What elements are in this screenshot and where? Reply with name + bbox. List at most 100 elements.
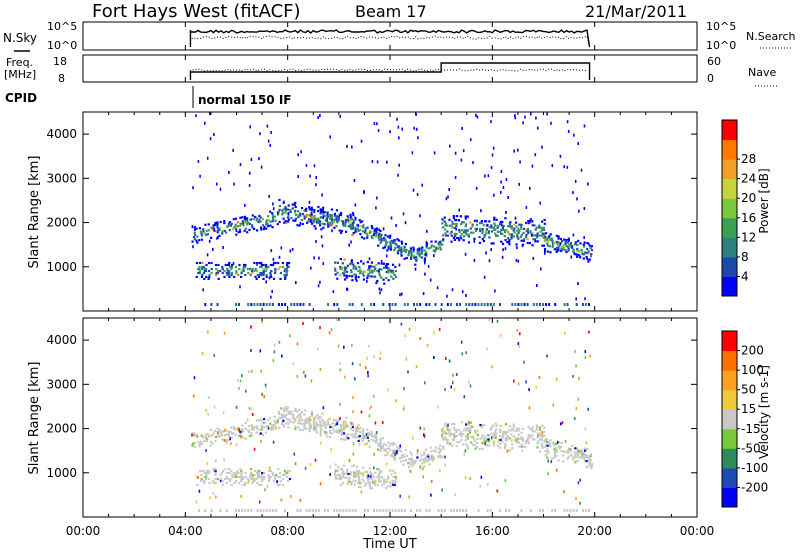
scatter-cell [329, 221, 332, 225]
scatter-cell [306, 419, 309, 422]
scatter-cell [388, 448, 392, 451]
noise-cell [570, 255, 573, 259]
scatter-cell [376, 279, 379, 283]
scatter-cell [580, 448, 583, 452]
near-range-cell [247, 303, 250, 306]
scatter-cell [533, 430, 536, 433]
noise-cell [375, 206, 377, 210]
scatter-cell [479, 437, 482, 441]
noise-cell [515, 438, 518, 442]
scatter-cell [340, 428, 343, 431]
noise-cell [475, 113, 477, 117]
scatter-cell [201, 273, 204, 277]
scatter-cell [380, 239, 383, 242]
scatter-cell [420, 454, 423, 457]
scatter-cell [473, 219, 476, 222]
scatter-cell [198, 445, 201, 448]
scatter-cell [391, 269, 394, 272]
noise-cell [380, 288, 383, 292]
scatter-cell [203, 440, 206, 443]
scatter-cell [430, 246, 433, 249]
scatter-cell [251, 475, 254, 479]
scatter-cell [581, 450, 584, 454]
scatter-cell [441, 438, 444, 441]
scatter-cell [493, 444, 496, 447]
scatter-cell [367, 268, 370, 272]
scatter-cell [346, 468, 349, 471]
noise-cell [204, 121, 206, 125]
noise-cell [462, 149, 465, 153]
noise-cell [539, 201, 541, 205]
noise-cell [295, 281, 297, 285]
scatter-cell [270, 269, 273, 273]
noise-cell [433, 331, 435, 335]
scatter-cell [299, 416, 302, 419]
noise-cell [513, 379, 515, 383]
scatter-cell [377, 262, 380, 265]
scatter-cell [248, 228, 251, 231]
scatter-cell [343, 272, 346, 275]
scatter-cell [400, 450, 403, 453]
scatter-cell [281, 209, 284, 212]
scatter-cell [576, 253, 579, 256]
near-range-cell [449, 303, 452, 306]
near-range-cell [394, 509, 397, 512]
scatter-cell [590, 253, 593, 256]
scatter-cell [392, 241, 395, 244]
scatter-cell [256, 469, 259, 473]
scatter-cell [349, 223, 352, 226]
scatter-cell [473, 443, 476, 446]
scatter-cell [251, 214, 254, 217]
scatter-cell [352, 219, 355, 222]
noise-cell [272, 207, 275, 211]
scatter-cell [284, 416, 287, 419]
scatter-cell [254, 469, 257, 473]
scatter-cell [435, 246, 438, 249]
scatter-cell [424, 456, 428, 459]
scatter-cell [387, 451, 390, 454]
scatter-cell [223, 229, 226, 233]
scatter-cell [504, 445, 507, 448]
scatter-cell [343, 472, 346, 475]
scatter-cell [404, 448, 407, 452]
noise-cell [433, 254, 435, 257]
scatter-cell [494, 224, 497, 227]
scatter-cell [394, 471, 397, 475]
scatter-cell [441, 218, 444, 221]
scatter-cell [581, 452, 584, 456]
near-range-cell [360, 303, 363, 306]
noise-cell [205, 408, 207, 412]
noise-cell [325, 423, 327, 427]
near-range-cell [459, 509, 462, 512]
scatter-cell [539, 432, 542, 435]
scatter-cell [341, 472, 344, 475]
noise-cell [541, 431, 544, 435]
scatter-cell [393, 239, 396, 242]
scatter-cell [451, 444, 454, 447]
noise-cell [348, 243, 350, 247]
noise-cell [488, 259, 491, 263]
scatter-cell [364, 470, 367, 473]
scatter-cell [469, 221, 472, 224]
scatter-cell [350, 269, 353, 272]
scatter-cell [562, 246, 565, 249]
near-range-cell [403, 509, 406, 512]
scatter-cell [306, 421, 309, 424]
scatter-cell [551, 457, 554, 460]
noise-cell [191, 433, 193, 437]
noise-cell [574, 349, 577, 353]
scatter-cell [371, 265, 374, 268]
scatter-cell [437, 447, 440, 450]
scatter-cell [354, 471, 358, 474]
scatter-cell [237, 221, 240, 224]
scatter-cell [262, 418, 266, 421]
station-title: Fort Hays West (fitACF) [92, 1, 301, 22]
scatter-cell [446, 426, 449, 429]
scatter-cell [543, 426, 546, 429]
near-range-cell [428, 509, 431, 512]
scatter-cell [271, 218, 275, 221]
scatter-cell [370, 235, 373, 238]
scatter-cell [412, 256, 415, 259]
scatter-cell [432, 459, 435, 462]
scatter-cell [550, 237, 554, 240]
